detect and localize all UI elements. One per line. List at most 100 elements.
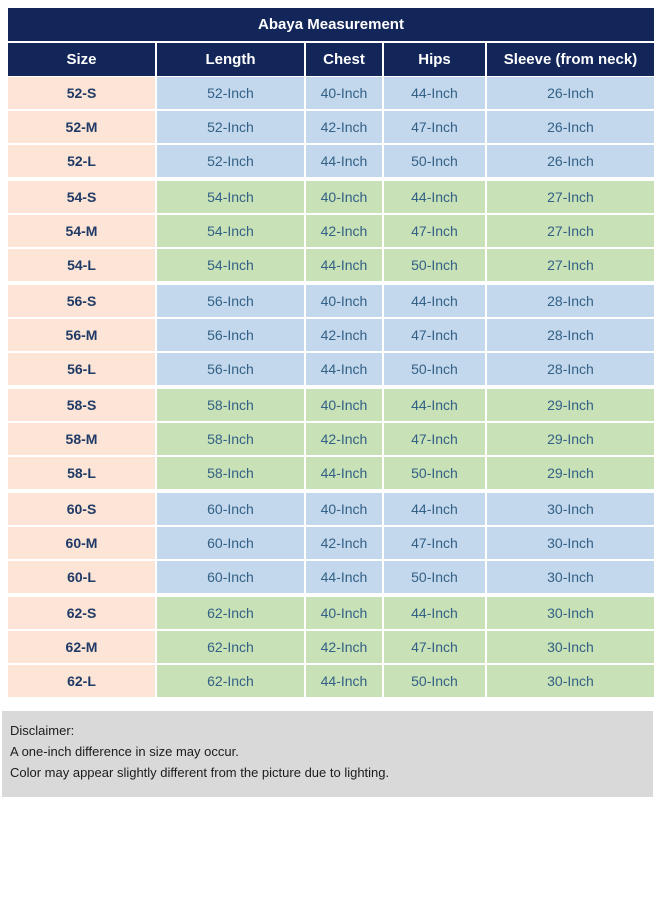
measurement-cell: 40-Inch	[306, 181, 382, 213]
measurement-cell: 30-Inch	[487, 597, 654, 629]
measurement-cell: 26-Inch	[487, 145, 654, 177]
measurement-cell: 40-Inch	[306, 77, 382, 109]
table-row: 58-M 58-Inch 42-Inch 47-Inch 29-Inch	[8, 423, 654, 455]
column-header-sleeve-from-neck: Sleeve (from neck)	[487, 43, 654, 76]
table-row: 60-M 60-Inch 42-Inch 47-Inch 30-Inch	[8, 527, 654, 559]
size-group: 60-S 60-Inch 40-Inch 44-Inch 30-Inch 60-M 60-I…	[8, 493, 654, 593]
table-row: 54-S 54-Inch 40-Inch 44-Inch 27-Inch	[8, 181, 654, 213]
measurement-cell: 44-Inch	[384, 597, 485, 629]
measurement-cell: 44-Inch	[384, 181, 485, 213]
table-row: 62-M 62-Inch 42-Inch 47-Inch 30-Inch	[8, 631, 654, 663]
measurement-cell: 42-Inch	[306, 631, 382, 663]
size-cell: 58-L	[8, 457, 155, 489]
measurement-cell: 50-Inch	[384, 145, 485, 177]
column-header-hips: Hips	[384, 43, 485, 76]
measurement-cell: 62-Inch	[157, 631, 304, 663]
measurement-cell: 28-Inch	[487, 319, 654, 351]
table-row: 56-L 56-Inch 44-Inch 50-Inch 28-Inch	[8, 353, 654, 385]
measurement-cell: 50-Inch	[384, 457, 485, 489]
measurement-cell: 30-Inch	[487, 665, 654, 697]
measurement-cell: 52-Inch	[157, 145, 304, 177]
measurement-cell: 30-Inch	[487, 527, 654, 559]
size-group: 62-S 62-Inch 40-Inch 44-Inch 30-Inch 62-M 62-I…	[8, 597, 654, 697]
size-group: 54-S 54-Inch 40-Inch 44-Inch 27-Inch 54-M 54-I…	[8, 181, 654, 281]
measurement-cell: 58-Inch	[157, 423, 304, 455]
table-row: 54-M 54-Inch 42-Inch 47-Inch 27-Inch	[8, 215, 654, 247]
measurement-cell: 50-Inch	[384, 353, 485, 385]
measurement-cell: 27-Inch	[487, 181, 654, 213]
table-row: 62-L 62-Inch 44-Inch 50-Inch 30-Inch	[8, 665, 654, 697]
measurement-cell: 44-Inch	[384, 389, 485, 421]
measurement-cell: 60-Inch	[157, 493, 304, 525]
disclaimer-section: Disclaimer: A one-inch difference in siz…	[2, 711, 653, 797]
measurement-cell: 54-Inch	[157, 215, 304, 247]
size-cell: 52-L	[8, 145, 155, 177]
disclaimer-line-1: A one-inch difference in size may occur.	[10, 744, 239, 759]
size-cell: 60-M	[8, 527, 155, 559]
measurement-cell: 27-Inch	[487, 215, 654, 247]
measurement-cell: 54-Inch	[157, 249, 304, 281]
measurement-cell: 47-Inch	[384, 111, 485, 143]
measurement-cell: 50-Inch	[384, 561, 485, 593]
size-group: 58-S 58-Inch 40-Inch 44-Inch 29-Inch 58-M 58-I…	[8, 389, 654, 489]
measurement-cell: 28-Inch	[487, 353, 654, 385]
measurement-cell: 29-Inch	[487, 389, 654, 421]
measurement-cell: 42-Inch	[306, 527, 382, 559]
table-row: 52-S 52-Inch 40-Inch 44-Inch 26-Inch	[8, 77, 654, 109]
size-cell: 58-M	[8, 423, 155, 455]
measurement-cell: 47-Inch	[384, 423, 485, 455]
measurement-cell: 50-Inch	[384, 249, 485, 281]
measurement-cell: 29-Inch	[487, 457, 654, 489]
measurement-cell: 44-Inch	[306, 665, 382, 697]
size-group: 52-S 52-Inch 40-Inch 44-Inch 26-Inch 52-M 52-I…	[8, 77, 654, 177]
measurement-cell: 44-Inch	[306, 457, 382, 489]
measurement-cell: 40-Inch	[306, 285, 382, 317]
measurement-cell: 28-Inch	[487, 285, 654, 317]
table-row: 58-L 58-Inch 44-Inch 50-Inch 29-Inch	[8, 457, 654, 489]
measurement-cell: 42-Inch	[306, 423, 382, 455]
size-cell: 54-L	[8, 249, 155, 281]
measurement-cell: 47-Inch	[384, 319, 485, 351]
measurement-cell: 44-Inch	[306, 353, 382, 385]
measurement-cell: 56-Inch	[157, 319, 304, 351]
column-header-size: Size	[8, 43, 155, 76]
measurement-cell: 27-Inch	[487, 249, 654, 281]
table-row: 54-L 54-Inch 44-Inch 50-Inch 27-Inch	[8, 249, 654, 281]
measurement-cell: 58-Inch	[157, 389, 304, 421]
measurement-cell: 42-Inch	[306, 319, 382, 351]
measurement-cell: 54-Inch	[157, 181, 304, 213]
measurement-cell: 40-Inch	[306, 597, 382, 629]
table-row: 60-L 60-Inch 44-Inch 50-Inch 30-Inch	[8, 561, 654, 593]
table-row: 58-S 58-Inch 40-Inch 44-Inch 29-Inch	[8, 389, 654, 421]
measurement-cell: 44-Inch	[384, 77, 485, 109]
size-cell: 56-M	[8, 319, 155, 351]
measurement-table: Abaya Measurement Size Length Chest Hips Sle…	[8, 8, 654, 701]
size-cell: 60-S	[8, 493, 155, 525]
size-cell: 62-L	[8, 665, 155, 697]
table-body: 52-S 52-Inch 40-Inch 44-Inch 26-Inch 52-M 52-I…	[8, 77, 654, 697]
measurement-cell: 30-Inch	[487, 631, 654, 663]
measurement-cell: 47-Inch	[384, 215, 485, 247]
table-row: 56-M 56-Inch 42-Inch 47-Inch 28-Inch	[8, 319, 654, 351]
measurement-cell: 47-Inch	[384, 527, 485, 559]
disclaimer-heading: Disclaimer:	[10, 723, 75, 738]
measurement-cell: 44-Inch	[306, 249, 382, 281]
measurement-cell: 29-Inch	[487, 423, 654, 455]
size-cell: 58-S	[8, 389, 155, 421]
table-row: 52-M 52-Inch 42-Inch 47-Inch 26-Inch	[8, 111, 654, 143]
measurement-cell: 30-Inch	[487, 493, 654, 525]
measurement-cell: 50-Inch	[384, 665, 485, 697]
size-group: 56-S 56-Inch 40-Inch 44-Inch 28-Inch 56-M 56-I…	[8, 285, 654, 385]
table-header-row: Size Length Chest Hips Sleeve (from neck)	[8, 43, 654, 76]
size-cell: 54-M	[8, 215, 155, 247]
measurement-cell: 26-Inch	[487, 77, 654, 109]
measurement-cell: 42-Inch	[306, 215, 382, 247]
column-header-length: Length	[157, 43, 304, 76]
measurement-cell: 30-Inch	[487, 561, 654, 593]
measurement-cell: 44-Inch	[384, 285, 485, 317]
measurement-cell: 52-Inch	[157, 77, 304, 109]
measurement-cell: 40-Inch	[306, 389, 382, 421]
measurement-cell: 58-Inch	[157, 457, 304, 489]
measurement-cell: 62-Inch	[157, 665, 304, 697]
